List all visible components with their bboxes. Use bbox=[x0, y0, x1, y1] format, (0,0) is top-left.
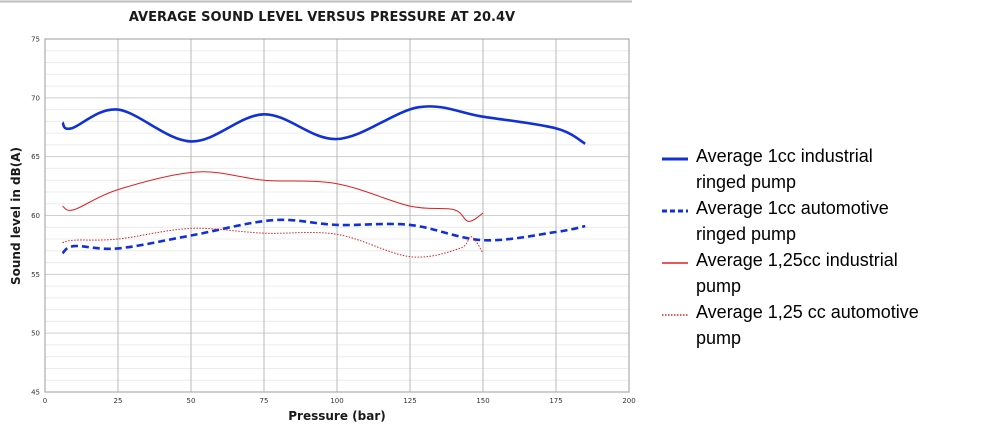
series-line-2 bbox=[61, 218, 586, 255]
y-tick-label: 65 bbox=[31, 153, 40, 161]
y-tick-label: 60 bbox=[31, 212, 40, 220]
chart-title: AVERAGE SOUND LEVEL VERSUS PRESSURE AT 2… bbox=[129, 10, 515, 25]
x-tick-label: 150 bbox=[476, 397, 489, 405]
y-tick-label: 70 bbox=[31, 94, 40, 102]
legend-item: Average 1cc industrial ringed pump bbox=[660, 143, 990, 195]
series-layer bbox=[61, 105, 586, 258]
legend-swatch-dotted-red bbox=[660, 301, 690, 321]
series-line-4 bbox=[62, 227, 484, 258]
legend-label: Average 1,25cc industrial pump bbox=[696, 250, 898, 296]
series-line-3 bbox=[62, 171, 484, 222]
y-tick-label: 55 bbox=[31, 271, 40, 279]
y-axis-label: Sound level in dB(A) bbox=[9, 147, 23, 285]
y-tick-label: 50 bbox=[31, 330, 40, 338]
x-tick-label: 175 bbox=[549, 397, 562, 405]
legend-swatch-dashed-blue bbox=[660, 197, 690, 217]
y-tick-label: 75 bbox=[31, 36, 40, 44]
tick-labels: 45 50 55 60 65 70 75 0 25 50 75 100 125 150 175 200 bbox=[31, 36, 636, 406]
legend-label: Average 1,25 cc automotive pump bbox=[696, 302, 919, 348]
y-tick-label: 45 bbox=[31, 389, 40, 397]
x-tick-label: 50 bbox=[187, 397, 196, 405]
legend-label: Average 1cc industrial ringed pump bbox=[696, 146, 873, 192]
x-tick-label: 200 bbox=[622, 397, 635, 405]
x-tick-label: 75 bbox=[260, 397, 269, 405]
plot-frame bbox=[44, 38, 630, 393]
legend-swatch-solid-blue bbox=[660, 145, 690, 165]
grid bbox=[44, 38, 630, 393]
x-axis-label: Pressure (bar) bbox=[288, 409, 386, 423]
legend-item: Average 1cc automotive ringed pump bbox=[660, 195, 990, 247]
x-tick-label: 125 bbox=[403, 397, 416, 405]
legend-item: Average 1,25 cc automotive pump bbox=[660, 299, 990, 351]
x-tick-label: 0 bbox=[43, 397, 47, 405]
legend: Average 1cc industrial ringed pump Avera… bbox=[660, 143, 990, 351]
legend-label: Average 1cc automotive ringed pump bbox=[696, 198, 889, 244]
x-tick-label: 100 bbox=[330, 397, 343, 405]
series-line-1 bbox=[61, 105, 586, 145]
x-tick-label: 25 bbox=[114, 397, 123, 405]
legend-swatch-solid-red bbox=[660, 249, 690, 269]
legend-item: Average 1,25cc industrial pump bbox=[660, 247, 990, 299]
